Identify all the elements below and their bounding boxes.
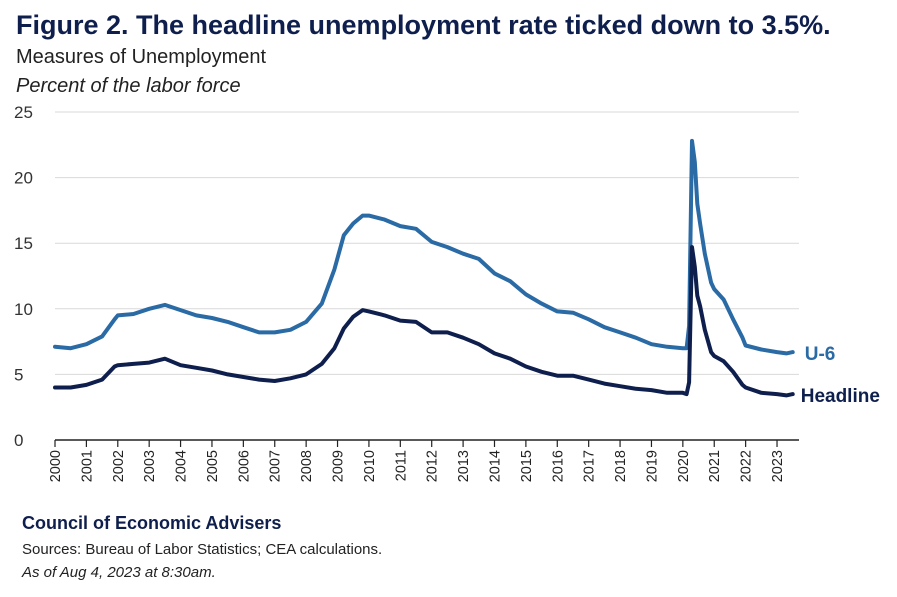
x-tick-label: 2006 [236, 450, 252, 482]
x-tick-label: 2003 [142, 450, 158, 482]
source-organization: Council of Economic Advisers [22, 513, 282, 533]
chart-subtitle: Measures of Unemployment [16, 46, 267, 68]
series-label: Headline [801, 386, 880, 407]
y-tick-label: 20 [14, 169, 33, 188]
x-tick-label: 2008 [299, 450, 315, 482]
x-tick-label: 2009 [331, 450, 347, 482]
x-axis-ticks: 2000 2001 2002 2003 2004 2005 2006 2007 2008 2009… [48, 440, 786, 482]
series-line-headline [53, 245, 795, 398]
gridlines [55, 111, 799, 375]
x-tick-label: 2011 [393, 450, 409, 481]
x-tick-label: 2013 [456, 450, 472, 482]
x-tick-label: 2016 [550, 450, 566, 482]
x-tick-label: 2023 [770, 450, 786, 482]
sources-note: Sources: Bureau of Labor Statistics; CEA… [22, 541, 383, 558]
series-lines [53, 138, 795, 398]
y-tick-label: 10 [14, 300, 33, 319]
x-tick-label: 2001 [79, 450, 95, 482]
x-tick-label: 2019 [644, 450, 660, 482]
series-line-u-6 [53, 138, 795, 356]
y-tick-label: 5 [14, 365, 23, 384]
unit-label: Percent of the labor force [16, 75, 241, 97]
x-tick-label: 2021 [707, 450, 723, 482]
series-label: U-6 [805, 344, 836, 365]
x-tick-label: 2015 [519, 450, 535, 482]
figure-title: Figure 2. The headline unemployment rate… [16, 10, 831, 40]
x-tick-label: 2022 [739, 450, 755, 482]
x-tick-label: 2007 [268, 450, 284, 482]
y-axis-ticks: 0 5 10 15 20 25 [14, 103, 33, 450]
x-tick-label: 2010 [362, 450, 378, 482]
x-tick-label: 2004 [174, 450, 190, 482]
as-of-note: As of Aug 4, 2023 at 8:30am. [22, 564, 216, 581]
x-tick-label: 2014 [487, 450, 503, 482]
x-tick-label: 2000 [48, 450, 64, 482]
x-tick-label: 2018 [613, 450, 629, 482]
x-tick-label: 2020 [676, 450, 692, 482]
series-labels: U-6 Headline [801, 344, 880, 407]
x-tick-label: 2017 [582, 450, 598, 482]
y-tick-label: 15 [14, 234, 33, 253]
x-tick-label: 2002 [111, 450, 127, 482]
x-tick-label: 2005 [205, 450, 221, 482]
y-tick-label: 25 [14, 103, 33, 122]
x-tick-label: 2012 [425, 450, 441, 482]
y-tick-label: 0 [14, 431, 23, 450]
